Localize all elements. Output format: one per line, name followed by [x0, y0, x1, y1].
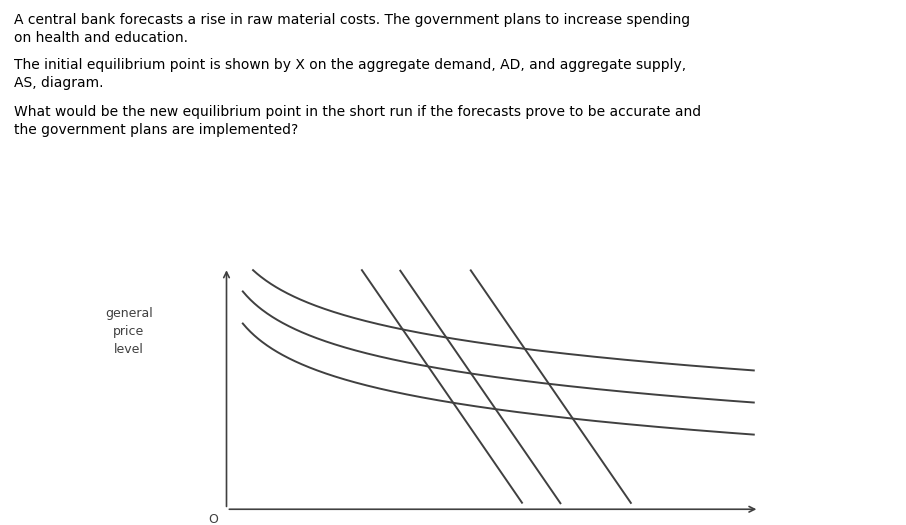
Text: A central bank forecasts a rise in raw material costs. The government plans to i: A central bank forecasts a rise in raw m…: [14, 13, 689, 27]
Text: The initial equilibrium point is shown by X on the aggregate demand, AD, and agg: The initial equilibrium point is shown b…: [14, 58, 686, 72]
Text: general
price
level: general price level: [105, 307, 152, 356]
Text: What would be the new equilibrium point in the short run if the forecasts prove : What would be the new equilibrium point …: [14, 105, 700, 119]
Text: O: O: [208, 512, 217, 525]
Text: on health and education.: on health and education.: [14, 32, 188, 46]
Text: the government plans are implemented?: the government plans are implemented?: [14, 123, 298, 138]
Text: AS, diagram.: AS, diagram.: [14, 76, 103, 90]
